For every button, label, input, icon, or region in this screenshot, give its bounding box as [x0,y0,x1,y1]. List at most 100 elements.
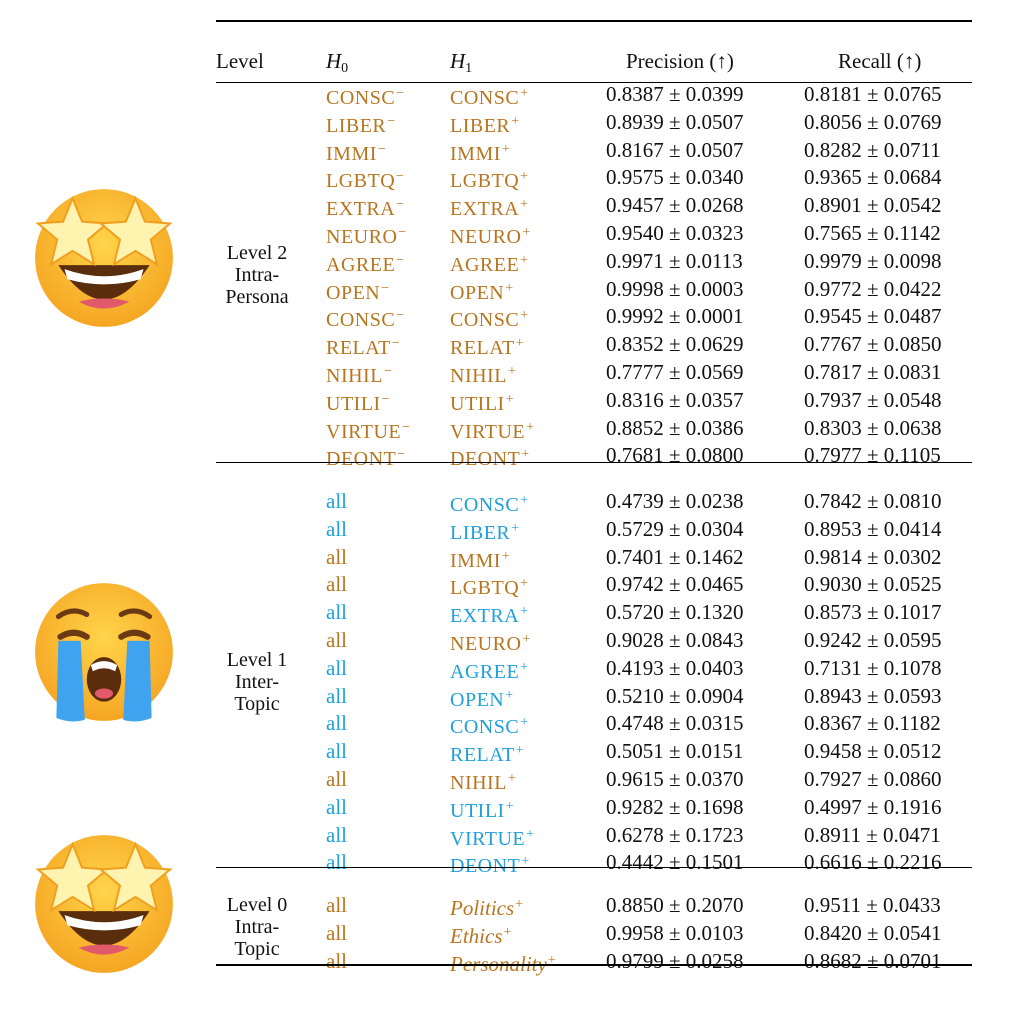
table-row: VIRTUE− VIRTUE+ 0.8852 ± 0.0386 0.8303 ± 0.… [216,414,972,443]
h1-superscript: + [520,252,529,268]
h1-value: LIBER [450,114,511,137]
h1-superscript: + [505,687,514,703]
precision-value: 0.8316 ± 0.0357 [606,387,744,412]
h0-value: EXTRA [326,198,396,221]
table-row: all Ethics+ 0.9958 ± 0.0103 0.8420 ± 0.0541 [216,919,972,950]
h0-value: all [326,600,347,625]
header-h1: H1 [450,49,473,76]
precision-cell: 0.9992 ± 0.0001 [606,302,744,330]
h0-cell: all [326,515,347,543]
precision-cell: 0.5720 ± 0.1320 [606,598,744,626]
h0-value: all [326,544,347,569]
h0-value: DEONT [326,448,397,471]
precision-value: 0.8850 ± 0.2070 [606,893,744,917]
recall-cell: 0.8943 ± 0.0593 [804,682,942,710]
header-rule [216,82,972,83]
h1-cell: Ethics+ [450,919,511,950]
h0-cell: RELAT− [326,330,400,362]
h0-superscript: − [381,391,390,407]
recall-value: 0.7131 ± 0.1078 [804,655,942,680]
h0-value: NIHIL [326,365,383,387]
h0-cell: all [326,891,347,919]
h0-cell: all [326,848,347,876]
recall-value: 0.8573 ± 0.1017 [804,600,942,625]
precision-value: 0.8852 ± 0.0386 [606,415,744,440]
recall-value: 0.8682 ± 0.0701 [804,948,942,973]
h1-superscript: + [520,659,529,675]
h1-superscript: + [547,952,556,968]
table-row: all DEONT+ 0.4442 ± 0.1501 0.6616 ± 0.2216 [216,848,972,877]
h1-superscript: + [515,897,524,912]
precision-value: 0.5729 ± 0.0304 [606,516,744,541]
precision-value: 0.8939 ± 0.0507 [606,109,744,134]
table-row: AGREE− AGREE+ 0.9971 ± 0.0113 0.9979 ± 0.00… [216,247,972,276]
h1-superscript: + [526,826,535,842]
precision-value: 0.6278 ± 0.1723 [606,822,744,847]
recall-value: 0.8056 ± 0.0769 [804,109,942,134]
h0-cell: VIRTUE− [326,414,410,446]
h0-value: all [326,655,347,680]
h1-cell: IMMI+ [450,543,510,575]
h0-superscript: − [391,336,400,352]
recall-value: 0.7817 ± 0.0831 [804,360,942,384]
h0-value: LGBTQ [326,170,396,193]
h0-value: all [326,794,347,819]
h0-cell: NIHIL− [326,358,392,390]
recall-cell: 0.9511 ± 0.0433 [804,891,941,919]
h0-cell: IMMI− [326,136,386,168]
h1-value: Politics [450,896,515,920]
precision-value: 0.7777 ± 0.0569 [606,360,744,384]
h1-value: AGREE [450,660,520,683]
level-label: Level 0 Intra- Topic [216,894,298,960]
recall-value: 0.7937 ± 0.0548 [804,387,942,412]
h1-superscript: + [520,169,529,185]
h0-superscript: − [377,141,386,157]
h0-cell: all [326,947,347,975]
h0-value: OPEN [326,281,381,304]
h1-value: CONSC [450,716,520,739]
h1-value: DEONT [450,448,521,471]
recall-cell: 0.8901 ± 0.0542 [804,191,942,219]
recall-value: 0.9365 ± 0.0684 [804,165,942,190]
h0-superscript: − [398,225,407,240]
level-label: Level 2 Intra- Persona [216,242,298,308]
precision-cell: 0.8387 ± 0.0399 [606,80,744,108]
table-row: all AGREE+ 0.4193 ± 0.0403 0.7131 ± 0.1078 [216,654,972,683]
recall-value: 0.7842 ± 0.0810 [804,489,942,513]
level-label: Level 1 Inter- Topic [216,649,298,715]
precision-cell: 0.9457 ± 0.0268 [606,191,744,219]
h0-value: all [326,516,347,541]
precision-cell: 0.5210 ± 0.0904 [606,682,744,710]
recall-value: 0.8303 ± 0.0638 [804,415,942,440]
h1-value: IMMI [450,549,501,572]
h0-superscript: − [396,169,405,185]
table-row: all EXTRA+ 0.5720 ± 0.1320 0.8573 ± 0.1017 [216,598,972,627]
table-row: NEURO− NEURO+ 0.9540 ± 0.0323 0.7565 ± 0.11… [216,219,972,248]
loudly-crying-emoji [35,583,173,722]
h0-cell: LGBTQ− [326,163,404,195]
h0-value: all [326,948,347,973]
precision-cell: 0.8316 ± 0.0357 [606,386,744,414]
recall-value: 0.8181 ± 0.0765 [804,82,942,106]
h1-superscript: + [522,632,531,647]
recall-value: 0.7565 ± 0.1142 [804,221,941,245]
recall-value: 0.8911 ± 0.0471 [804,822,941,847]
recall-cell: 0.9365 ± 0.0684 [804,163,942,191]
h0-value: UTILI [326,392,381,415]
precision-cell: 0.5729 ± 0.0304 [606,515,744,543]
h0-cell: CONSC− [326,80,404,112]
precision-value: 0.9992 ± 0.0001 [606,304,744,329]
recall-cell: 0.7817 ± 0.0831 [804,358,942,386]
h1-value: LIBER [450,521,511,544]
h1-superscript: + [520,576,529,592]
h1-superscript: + [505,280,514,296]
table-row: all VIRTUE+ 0.6278 ± 0.1723 0.8911 ± 0.0471 [216,821,972,850]
precision-cell: 0.7777 ± 0.0569 [606,358,744,386]
h0-superscript: − [383,364,392,379]
recall-cell: 0.7977 ± 0.1105 [804,441,941,469]
h0-value: IMMI [326,142,377,165]
table-row: all CONSC+ 0.4739 ± 0.0238 0.7842 ± 0.0810 [216,487,972,516]
recall-cell: 0.9979 ± 0.0098 [804,247,942,275]
h1-cell: CONSC+ [450,80,528,112]
recall-value: 0.9545 ± 0.0487 [804,304,942,329]
